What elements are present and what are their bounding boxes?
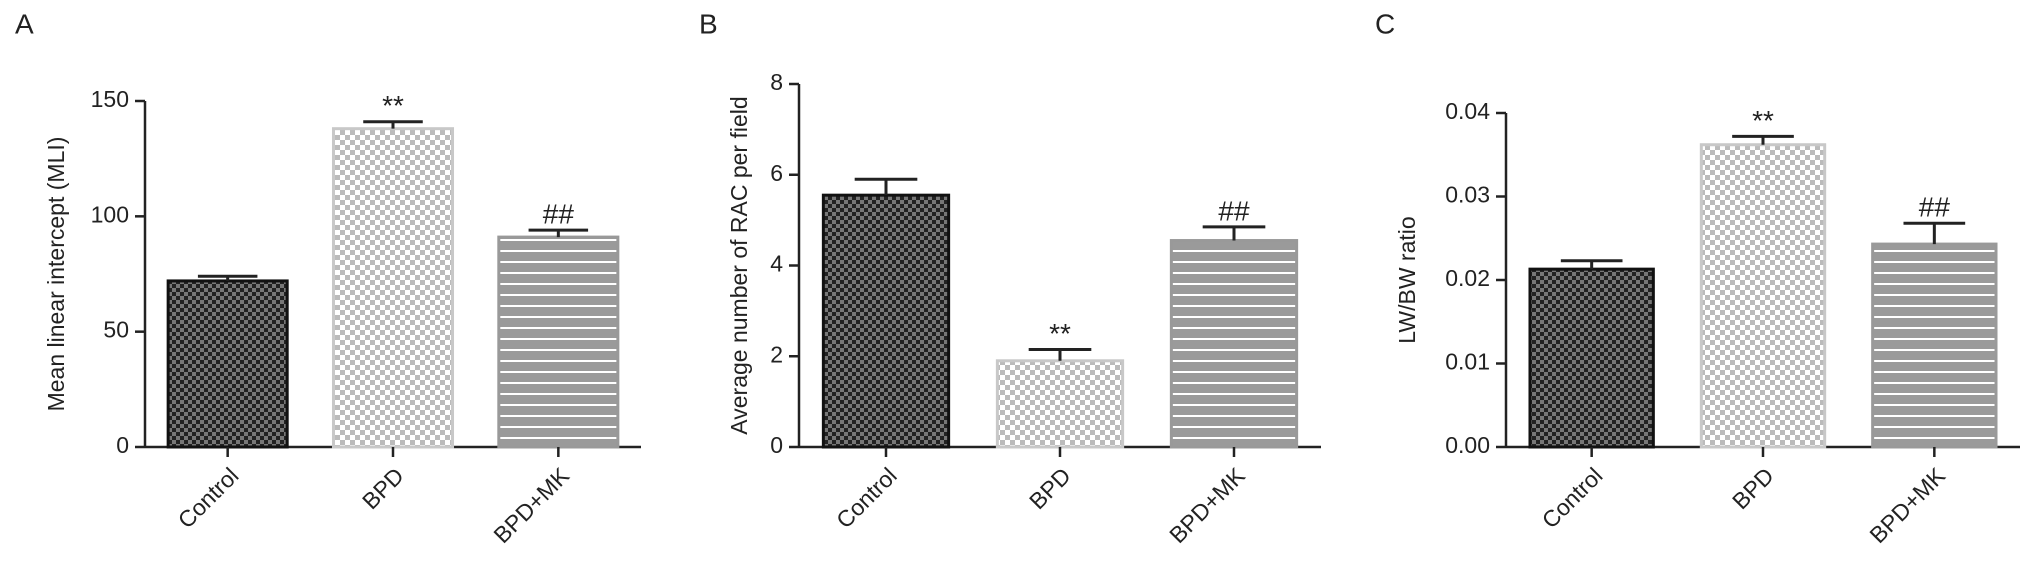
bar — [1699, 143, 1827, 449]
bar — [995, 359, 1125, 449]
y-tick-label: 4 — [770, 251, 783, 277]
y-tick-label: 0.00 — [1445, 432, 1490, 458]
panel-letter: A — [15, 8, 34, 39]
y-axis-label: Average number of RAC per field — [726, 96, 752, 434]
bar — [1871, 242, 1998, 449]
y-axis-label: LW/BW ratio — [1394, 216, 1420, 343]
bar — [821, 193, 951, 449]
y-tick-label: 100 — [91, 201, 129, 227]
x-tick-label: BPD+MK — [488, 462, 574, 548]
y-tick-label: 2 — [770, 341, 783, 367]
error-bar — [1903, 221, 1966, 245]
x-tick-label: Control — [1537, 462, 1608, 533]
significance-label: ** — [382, 90, 404, 121]
error-bar — [1732, 134, 1794, 145]
y-tick-label: 0.03 — [1445, 182, 1490, 208]
y-tick-label: 0.01 — [1445, 349, 1490, 375]
y-tick-label: 0.02 — [1445, 265, 1490, 291]
x-tick-label: BPD+MK — [1864, 462, 1950, 548]
y-axis-label: Mean linear intercept (MLI) — [43, 137, 69, 412]
error-bar — [363, 120, 423, 129]
error-bar — [197, 274, 258, 281]
y-tick-label: 50 — [103, 317, 129, 343]
y-tick-label: 0 — [770, 432, 783, 458]
x-tick-label: Control — [831, 462, 902, 533]
significance-label: ## — [1218, 195, 1250, 226]
y-tick-label: 8 — [770, 69, 783, 95]
significance-label: ## — [543, 199, 575, 230]
error-bar — [854, 177, 918, 196]
bar — [166, 279, 289, 449]
y-tick-label: 0 — [116, 432, 129, 458]
y-tick-label: 150 — [91, 86, 129, 112]
y-tick-label: 6 — [770, 160, 783, 186]
error-bar — [1202, 225, 1266, 241]
panel-letter: B — [699, 8, 718, 39]
bar — [497, 235, 620, 449]
significance-label: ## — [1919, 192, 1951, 223]
x-tick-label: BPD — [1727, 462, 1779, 514]
significance-label: ** — [1752, 105, 1774, 136]
x-tick-label: BPD — [1024, 462, 1076, 514]
error-bar — [1560, 259, 1623, 270]
significance-label: ** — [1049, 318, 1071, 349]
x-tick-label: BPD+MK — [1164, 462, 1250, 548]
panel-letter: C — [1375, 8, 1395, 39]
x-tick-label: BPD — [357, 462, 409, 514]
x-tick-label: Control — [173, 462, 244, 533]
bar — [1169, 239, 1299, 449]
y-tick-label: 0.04 — [1445, 98, 1490, 124]
bar — [1528, 267, 1655, 449]
bar — [331, 127, 455, 449]
error-bar — [1028, 347, 1092, 361]
error-bar — [528, 228, 589, 238]
